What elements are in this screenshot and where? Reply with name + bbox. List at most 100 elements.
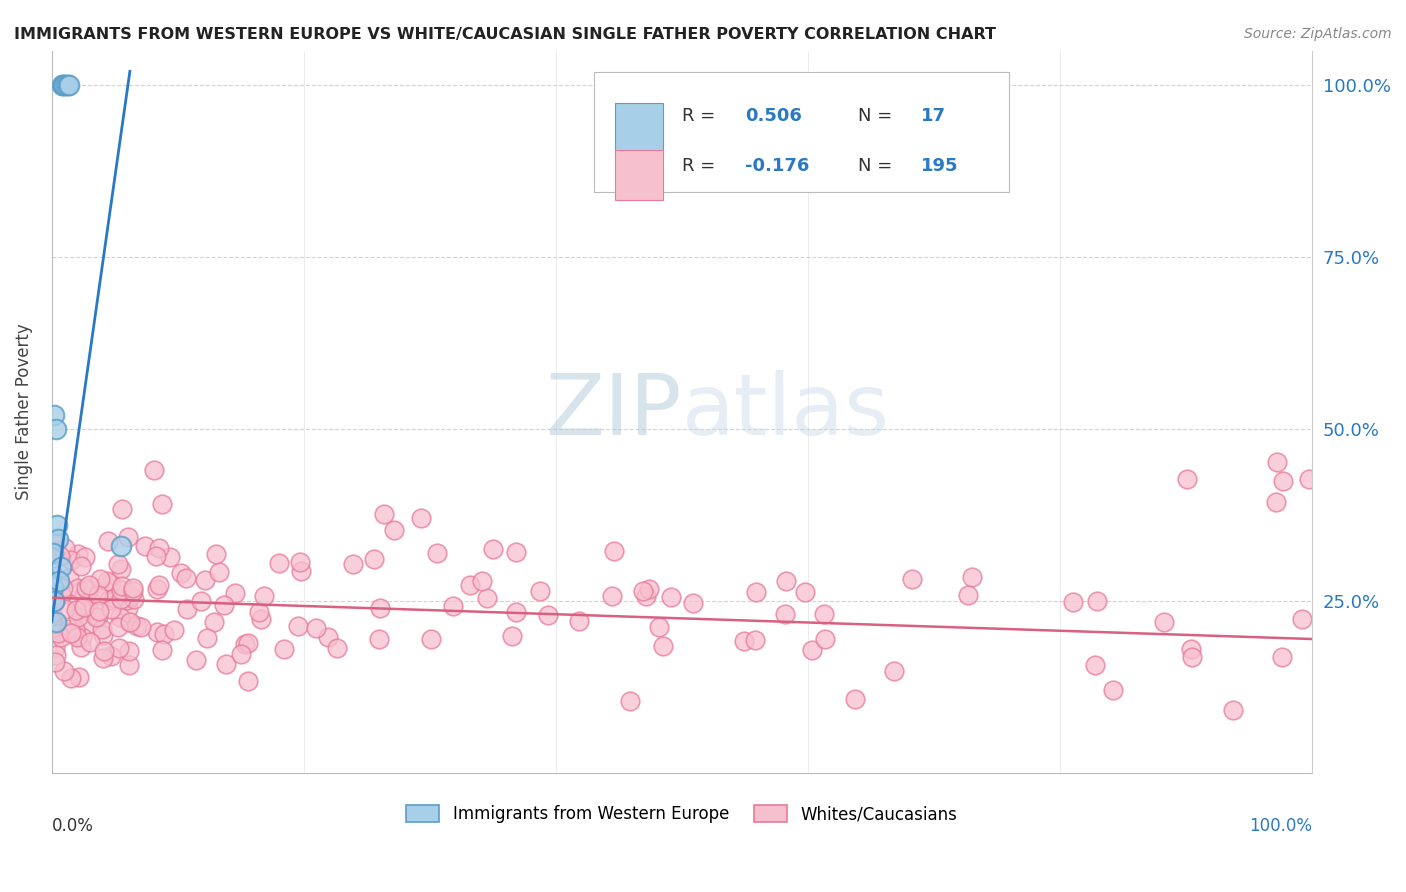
Point bbox=[844, 692, 866, 706]
Point bbox=[1181, 650, 1204, 665]
Point bbox=[233, 637, 256, 651]
Text: -0.176: -0.176 bbox=[745, 157, 810, 175]
Point bbox=[42, 590, 65, 604]
Point bbox=[44, 594, 66, 608]
Point bbox=[236, 635, 259, 649]
Point bbox=[744, 584, 766, 599]
Point bbox=[426, 546, 449, 560]
Point bbox=[73, 550, 96, 565]
Point bbox=[44, 422, 66, 436]
Point bbox=[59, 671, 82, 685]
Point bbox=[58, 622, 80, 636]
Point bbox=[77, 578, 100, 592]
Point bbox=[51, 630, 73, 644]
Point bbox=[236, 674, 259, 689]
Point bbox=[637, 582, 659, 596]
Point bbox=[801, 643, 824, 657]
Text: N =: N = bbox=[858, 107, 898, 125]
Point bbox=[107, 557, 129, 571]
Point bbox=[44, 409, 66, 423]
Point bbox=[505, 605, 527, 619]
Point bbox=[44, 590, 66, 604]
Point bbox=[67, 670, 90, 684]
Point bbox=[44, 569, 66, 583]
Point bbox=[108, 610, 131, 624]
Point bbox=[42, 579, 65, 593]
Point bbox=[107, 620, 129, 634]
Point bbox=[100, 576, 122, 591]
Point bbox=[537, 607, 560, 622]
Point bbox=[773, 607, 796, 622]
Text: N =: N = bbox=[858, 157, 898, 175]
Point bbox=[42, 582, 65, 597]
Point bbox=[342, 557, 364, 571]
Point bbox=[159, 549, 181, 564]
Point bbox=[89, 604, 111, 618]
Point bbox=[100, 648, 122, 663]
Point bbox=[100, 602, 122, 616]
Point bbox=[42, 596, 65, 610]
Point bbox=[73, 600, 96, 615]
Point bbox=[41, 621, 63, 635]
Point bbox=[163, 623, 186, 637]
Point bbox=[247, 605, 270, 619]
Point bbox=[176, 602, 198, 616]
Point bbox=[86, 588, 108, 602]
Point bbox=[117, 530, 139, 544]
Point bbox=[682, 596, 704, 610]
Point bbox=[56, 78, 79, 92]
Point bbox=[249, 612, 271, 626]
Text: Source: ZipAtlas.com: Source: ZipAtlas.com bbox=[1244, 27, 1392, 41]
Point bbox=[659, 590, 682, 604]
Point bbox=[195, 631, 218, 645]
Text: IMMIGRANTS FROM WESTERN EUROPE VS WHITE/CAUCASIAN SINGLE FATHER POVERTY CORRELAT: IMMIGRANTS FROM WESTERN EUROPE VS WHITE/… bbox=[14, 27, 995, 42]
Point bbox=[41, 592, 63, 607]
FancyBboxPatch shape bbox=[614, 150, 662, 201]
Point bbox=[883, 665, 905, 679]
Point bbox=[794, 585, 817, 599]
Point bbox=[652, 639, 675, 653]
Point bbox=[41, 584, 63, 599]
Point bbox=[290, 565, 312, 579]
Point bbox=[41, 532, 63, 546]
Point bbox=[91, 651, 114, 665]
Text: 17: 17 bbox=[921, 107, 946, 125]
Point bbox=[44, 579, 66, 593]
Point bbox=[273, 642, 295, 657]
Point bbox=[111, 579, 134, 593]
Point bbox=[108, 641, 131, 656]
Point bbox=[733, 633, 755, 648]
Point bbox=[409, 510, 432, 524]
Point bbox=[1291, 612, 1313, 626]
Point bbox=[48, 626, 70, 640]
Point bbox=[77, 601, 100, 615]
Text: 0.0%: 0.0% bbox=[52, 816, 94, 835]
Point bbox=[475, 591, 498, 605]
Point bbox=[55, 78, 77, 92]
Point bbox=[73, 588, 96, 602]
Point bbox=[1102, 682, 1125, 697]
Point bbox=[45, 648, 67, 663]
Point bbox=[117, 601, 139, 615]
Point bbox=[205, 547, 228, 561]
Point bbox=[69, 640, 91, 655]
Point bbox=[636, 590, 658, 604]
Point bbox=[208, 566, 231, 580]
Point bbox=[41, 606, 63, 620]
Point bbox=[67, 609, 90, 624]
Point bbox=[79, 635, 101, 649]
Point bbox=[55, 625, 77, 640]
Point bbox=[1180, 641, 1202, 656]
Point bbox=[176, 571, 198, 585]
Point bbox=[53, 541, 76, 555]
Point bbox=[103, 591, 125, 606]
Point bbox=[600, 589, 623, 603]
Point bbox=[1153, 615, 1175, 629]
Point bbox=[253, 589, 276, 603]
Point bbox=[58, 571, 80, 585]
Point bbox=[1175, 472, 1198, 486]
Point bbox=[44, 615, 66, 629]
Point bbox=[122, 591, 145, 606]
Text: 100.0%: 100.0% bbox=[1249, 816, 1312, 835]
Point bbox=[63, 622, 86, 636]
